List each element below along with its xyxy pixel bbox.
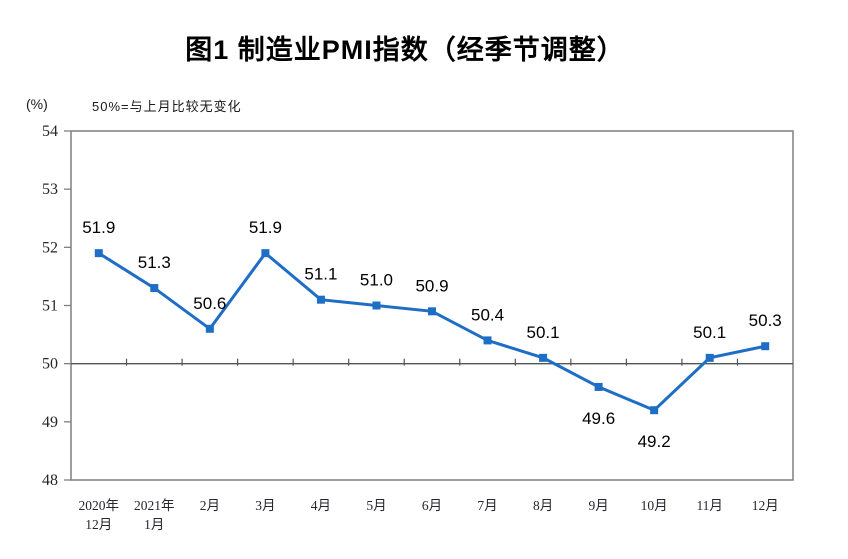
y-axis-tick-label: 53 (42, 181, 58, 198)
data-point-marker (761, 342, 770, 351)
x-axis-tick-label: 12月 (752, 498, 779, 513)
y-axis-tick-label: 50 (42, 356, 58, 373)
data-point-label: 50.1 (693, 323, 726, 342)
x-axis-tick-label: 11月 (696, 498, 723, 513)
x-axis-tick-label: 9月 (588, 498, 608, 513)
x-axis-tick-label: 7月 (477, 498, 497, 513)
data-point-label: 50.6 (193, 294, 226, 313)
x-axis-tick-label: 2月 (200, 498, 220, 513)
y-axis-tick-label: 51 (42, 298, 58, 315)
data-point-marker (205, 324, 214, 333)
data-point-marker (650, 406, 659, 415)
data-point-label: 51.3 (138, 253, 171, 272)
x-axis-tick-label: 8月 (533, 498, 553, 513)
data-point-label: 51.9 (82, 218, 115, 237)
data-point-marker (94, 249, 103, 258)
x-axis-tick-label: 4月 (311, 498, 331, 513)
x-axis-tick-label: 10月 (641, 498, 668, 513)
data-point-label: 50.9 (415, 276, 448, 295)
data-point-marker (316, 295, 325, 304)
data-point-label: 51.9 (249, 218, 282, 237)
y-axis-unit-label: (%) (26, 96, 48, 112)
x-axis-tick-label: 2021年 1月 (134, 498, 175, 532)
x-axis-tick-label: 3月 (255, 498, 275, 513)
data-point-label: 49.6 (582, 409, 615, 428)
data-point-marker (594, 382, 603, 391)
data-point-label: 50.4 (471, 305, 504, 324)
reference-note: 50%=与上月比较无变化 (92, 99, 242, 114)
data-point-marker (150, 284, 159, 293)
data-point-label: 51.0 (360, 271, 393, 290)
data-point-label: 50.1 (527, 323, 560, 342)
data-point-marker (539, 353, 548, 362)
data-point-marker (261, 249, 270, 258)
data-point-marker (428, 307, 436, 316)
y-axis-tick-label: 54 (42, 123, 58, 140)
y-axis-tick-label: 52 (42, 239, 58, 256)
x-axis-tick-label: 5月 (366, 498, 386, 513)
x-axis-tick-label: 2020年 12月 (79, 498, 120, 532)
data-point-label: 51.1 (304, 265, 337, 284)
data-point-marker (483, 336, 492, 345)
data-point-label: 49.2 (638, 432, 671, 451)
x-axis-tick-label: 6月 (422, 498, 442, 513)
chart-title: 图1 制造业PMI指数（经季节调整） (185, 35, 625, 65)
data-point-marker (372, 301, 381, 310)
y-axis-tick-label: 48 (42, 472, 58, 489)
data-point-label: 50.3 (749, 311, 782, 330)
y-axis-tick-label: 49 (42, 414, 58, 431)
data-point-marker (705, 353, 714, 362)
